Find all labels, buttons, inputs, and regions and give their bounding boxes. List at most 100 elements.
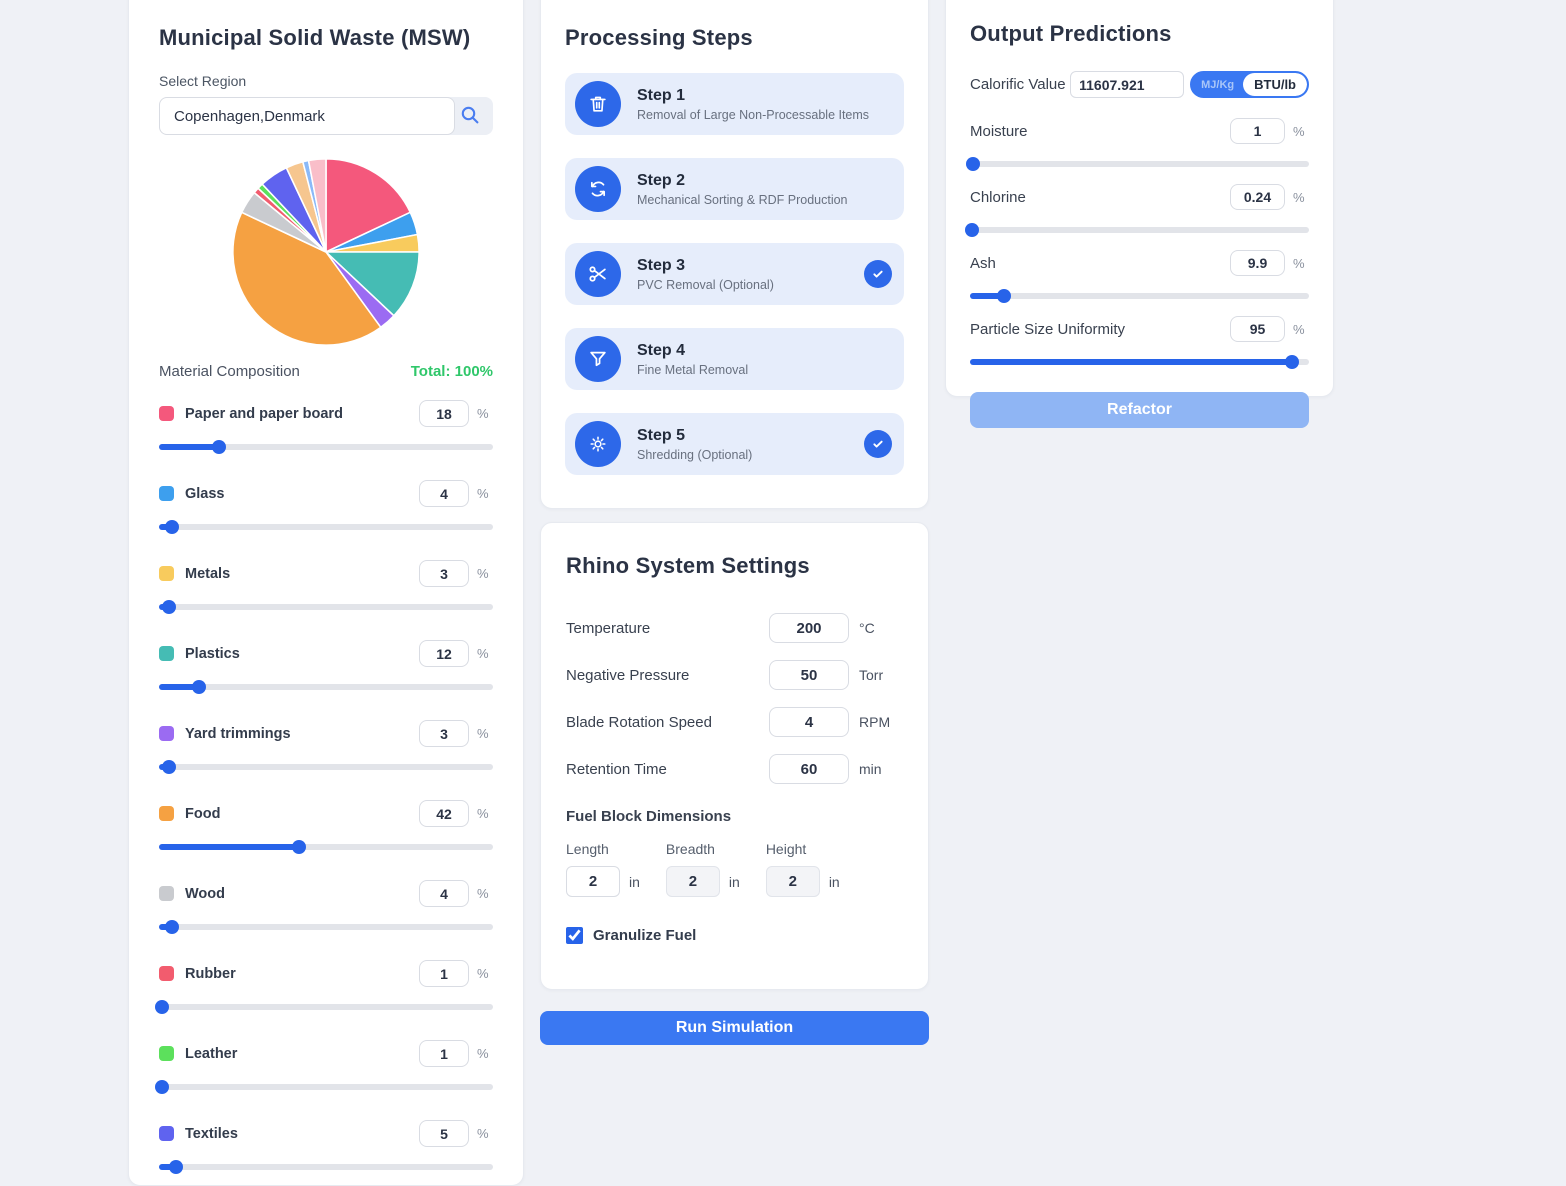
setting-value-input[interactable] <box>769 660 849 690</box>
slider-thumb[interactable] <box>165 920 180 934</box>
slider-thumb[interactable] <box>292 840 307 854</box>
setting-value-input[interactable] <box>769 613 849 643</box>
slider-track[interactable] <box>970 227 1309 233</box>
region-search-row <box>159 97 493 135</box>
metric-label: Particle Size Uniformity <box>970 320 1126 338</box>
material-unit: % <box>477 1126 489 1141</box>
dimension-value-input[interactable] <box>566 866 620 897</box>
slider-thumb[interactable] <box>168 1160 183 1174</box>
dimension-value-input[interactable] <box>665 866 720 897</box>
slider-track[interactable] <box>159 524 493 530</box>
pie-slice <box>307 158 327 253</box>
step-checked-icon[interactable] <box>864 430 892 458</box>
slider-track[interactable] <box>970 161 1309 167</box>
metric-slider[interactable] <box>970 355 1309 369</box>
slider-track[interactable] <box>159 444 493 450</box>
material-slider[interactable] <box>159 920 493 934</box>
material-value-input[interactable] <box>419 640 469 667</box>
metric-value-input[interactable] <box>1230 184 1285 210</box>
dimension-value-input[interactable] <box>765 866 820 897</box>
calorific-value-input[interactable] <box>1070 71 1185 98</box>
slider-track[interactable] <box>970 293 1309 299</box>
slider-thumb[interactable] <box>155 1080 170 1094</box>
metric-value-input[interactable] <box>1230 118 1285 144</box>
output-predictions-panel: Output Predictions Calorific Value MJ/Kg… <box>945 0 1334 428</box>
step-item[interactable]: Step 3 PVC Removal (Optional) <box>565 243 904 305</box>
material-slider[interactable] <box>155 1000 493 1014</box>
materials-list: Paper and paper board % Glass % <box>155 400 493 1174</box>
material-row: Food % <box>159 800 493 854</box>
setting-label: Blade Rotation Speed <box>566 713 712 731</box>
step-item[interactable]: Step 5 Shredding (Optional) <box>565 413 904 475</box>
step-item[interactable]: Step 2 Mechanical Sorting & RDF Producti… <box>565 158 904 220</box>
calorific-unit-toggle[interactable]: MJ/Kg BTU/lb <box>1190 71 1309 98</box>
material-value-input[interactable] <box>419 720 469 747</box>
metric-value-input[interactable] <box>1230 250 1285 276</box>
slider-track[interactable] <box>159 1164 493 1170</box>
slider-track[interactable] <box>159 924 493 930</box>
region-search-input[interactable] <box>159 97 455 135</box>
funnel-icon <box>575 336 621 382</box>
granulize-fuel-checkbox[interactable] <box>566 927 583 944</box>
material-value-input[interactable] <box>419 800 469 827</box>
material-value-input[interactable] <box>419 560 469 587</box>
material-unit: % <box>477 966 489 981</box>
slider-fill <box>970 293 1004 299</box>
slider-track[interactable] <box>159 684 493 690</box>
setting-value-input[interactable] <box>769 707 849 737</box>
slider-thumb[interactable] <box>165 520 180 534</box>
run-simulation-button[interactable]: Run Simulation <box>540 1011 929 1045</box>
setting-row: Negative Pressure Torr <box>566 660 903 690</box>
gear-icon <box>575 421 621 467</box>
slider-track[interactable] <box>159 844 493 850</box>
material-label: Wood <box>185 885 225 902</box>
slider-thumb[interactable] <box>155 1000 170 1014</box>
material-label: Metals <box>185 565 231 582</box>
material-row: Wood % <box>159 880 493 934</box>
unit-option-mjkg[interactable]: MJ/Kg <box>1201 78 1235 91</box>
material-value-input[interactable] <box>419 480 469 507</box>
material-slider[interactable] <box>155 1080 493 1094</box>
material-value-input[interactable] <box>419 1120 469 1147</box>
material-slider[interactable] <box>159 760 493 774</box>
slider-thumb[interactable] <box>966 157 981 171</box>
material-slider[interactable] <box>159 680 493 694</box>
slider-thumb[interactable] <box>996 289 1011 303</box>
material-label: Glass <box>185 485 225 502</box>
material-row: Yard trimmings % <box>159 720 493 774</box>
material-slider[interactable] <box>159 600 493 614</box>
refactor-button[interactable]: Refactor <box>970 392 1309 428</box>
step-item[interactable]: Step 1 Removal of Large Non-Processable … <box>565 73 904 135</box>
slider-fill <box>159 684 200 690</box>
slider-thumb[interactable] <box>192 680 207 694</box>
metric-slider[interactable] <box>965 223 1309 237</box>
step-checked-icon[interactable] <box>864 260 892 288</box>
slider-track[interactable] <box>159 1004 493 1010</box>
setting-unit: min <box>859 761 882 777</box>
metric-slider[interactable] <box>966 157 1309 171</box>
step-subtitle: Mechanical Sorting & RDF Production <box>637 192 848 207</box>
slider-track[interactable] <box>159 764 493 770</box>
slider-thumb[interactable] <box>1285 355 1300 369</box>
unit-option-btulb[interactable]: BTU/lb <box>1243 73 1307 96</box>
material-value-input[interactable] <box>419 960 469 987</box>
material-slider[interactable] <box>159 840 493 854</box>
slider-thumb[interactable] <box>965 223 980 237</box>
material-value-input[interactable] <box>419 880 469 907</box>
slider-thumb[interactable] <box>162 600 177 614</box>
slider-track[interactable] <box>159 1084 493 1090</box>
metric-slider[interactable] <box>970 289 1309 303</box>
step-item[interactable]: Step 4 Fine Metal Removal <box>565 328 904 390</box>
material-slider[interactable] <box>159 440 493 454</box>
metric-row: Particle Size Uniformity % <box>970 316 1309 369</box>
material-slider[interactable] <box>159 520 493 534</box>
material-value-input[interactable] <box>419 400 469 427</box>
slider-track[interactable] <box>159 604 493 610</box>
slider-thumb[interactable] <box>162 760 177 774</box>
dimension-field: Height in <box>765 841 840 897</box>
metric-value-input[interactable] <box>1230 316 1285 342</box>
material-slider[interactable] <box>159 1160 493 1174</box>
setting-value-input[interactable] <box>769 754 849 784</box>
pie-slice <box>324 251 420 317</box>
slider-thumb[interactable] <box>212 440 227 454</box>
